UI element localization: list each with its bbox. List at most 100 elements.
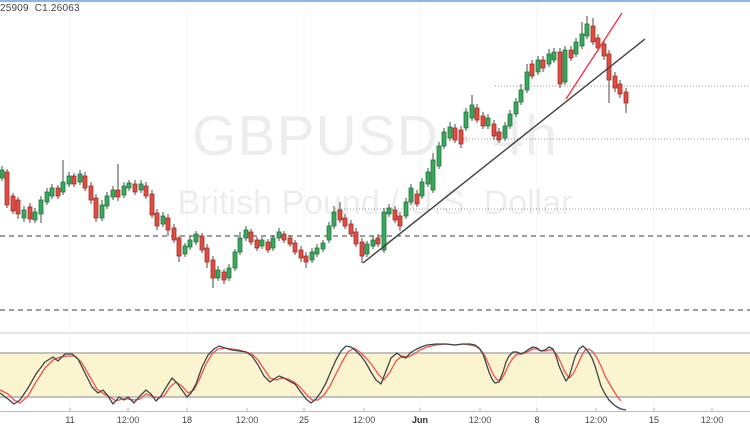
candle-down xyxy=(171,227,177,241)
stoch-k-line xyxy=(0,343,627,411)
stochastic-layer xyxy=(0,343,627,411)
candle-down xyxy=(55,187,61,197)
candle-up xyxy=(403,201,409,217)
candle-down xyxy=(474,107,480,121)
candle-down xyxy=(480,115,486,127)
candle-down xyxy=(210,259,216,279)
candle-down xyxy=(375,237,381,245)
candle-down xyxy=(623,91,629,104)
candle-down xyxy=(254,239,260,249)
candle-down xyxy=(88,185,94,201)
time-axis-label: 8 xyxy=(534,415,540,425)
candle-up xyxy=(408,187,414,203)
candle-up xyxy=(507,113,513,127)
candle-down xyxy=(154,212,160,227)
candle-up xyxy=(259,239,265,247)
candle-up xyxy=(0,169,5,179)
candle-up xyxy=(237,237,243,253)
candle-up xyxy=(331,211,337,227)
candle-down xyxy=(337,209,343,221)
time-axis-label: 12:00 xyxy=(700,415,724,425)
chart-canvas[interactable] xyxy=(0,0,750,412)
candle-up xyxy=(110,189,116,198)
candle-down xyxy=(149,193,155,216)
candle-down xyxy=(452,127,458,141)
candle-down xyxy=(165,217,171,231)
candle-down xyxy=(353,231,359,245)
candle-up xyxy=(562,49,568,83)
candle-up xyxy=(187,239,193,248)
candle-down xyxy=(93,197,99,219)
candle-up xyxy=(370,239,376,247)
stoch-d-line xyxy=(0,343,622,404)
candle-up xyxy=(441,131,447,147)
candle-up xyxy=(469,104,475,119)
candle-down xyxy=(15,199,21,215)
time-axis-label: Jun xyxy=(411,415,429,425)
candle-up xyxy=(386,207,392,215)
candle-up xyxy=(584,23,590,37)
candle-down xyxy=(496,131,502,141)
time-axis-label: 12:00 xyxy=(352,415,376,425)
candle-up xyxy=(49,187,55,197)
candle-down xyxy=(281,233,287,241)
candle-down xyxy=(414,193,420,205)
candle-up xyxy=(226,267,232,279)
candle-down xyxy=(132,183,138,193)
candle-up xyxy=(38,199,44,215)
candle-down xyxy=(4,171,10,206)
candle-up xyxy=(66,175,72,185)
candle-up xyxy=(430,159,436,191)
time-axis-label: 18 xyxy=(181,415,193,425)
red-trendline[interactable] xyxy=(565,12,623,100)
candle-up xyxy=(535,59,541,73)
candle-down xyxy=(10,195,16,212)
candle-down xyxy=(617,83,623,95)
candle-up xyxy=(579,33,585,47)
candle-down xyxy=(115,189,121,198)
candle-down xyxy=(348,223,354,235)
candle-up xyxy=(60,181,66,193)
candle-down xyxy=(27,206,33,220)
time-axis-label: 15 xyxy=(648,415,660,425)
candle-down xyxy=(491,123,497,137)
candle-down xyxy=(397,215,403,227)
time-axis-label: 12:00 xyxy=(468,415,492,425)
candle-down xyxy=(292,242,298,253)
candle-down xyxy=(540,59,546,69)
candle-down xyxy=(458,129,464,145)
candle-up xyxy=(513,101,519,115)
candle-up xyxy=(138,183,144,191)
candle-down xyxy=(303,255,309,263)
candle-up xyxy=(193,233,199,243)
candle-up xyxy=(77,173,83,183)
candle-up xyxy=(232,251,238,269)
time-axis[interactable]: 11 12:00 18 12:00 25 12:00 Jun 12:00 8 12:00 15 12:… xyxy=(0,412,750,430)
black-trendline[interactable] xyxy=(362,38,646,264)
candle-up xyxy=(364,243,370,255)
candle-up xyxy=(104,195,110,207)
candle-up xyxy=(121,185,127,196)
stoch-band xyxy=(0,353,750,397)
candle-up xyxy=(309,251,315,261)
candle-up xyxy=(243,229,249,239)
candle-down xyxy=(82,175,88,189)
candle-up xyxy=(447,126,453,139)
candle-up xyxy=(518,89,524,103)
pane-top-border xyxy=(0,0,750,2)
candle-up xyxy=(326,225,332,241)
candle-down xyxy=(71,175,77,185)
candle-up xyxy=(436,145,442,167)
candle-down xyxy=(595,37,601,49)
candle-down xyxy=(529,63,535,77)
candle-up xyxy=(485,117,491,127)
candle-up xyxy=(270,237,276,249)
candle-down xyxy=(342,217,348,227)
candle-up xyxy=(551,51,557,61)
candle-up xyxy=(524,71,530,91)
candle-down xyxy=(557,51,563,85)
candle-up xyxy=(276,231,282,239)
candle-up xyxy=(381,211,387,251)
candle-down xyxy=(204,247,210,263)
